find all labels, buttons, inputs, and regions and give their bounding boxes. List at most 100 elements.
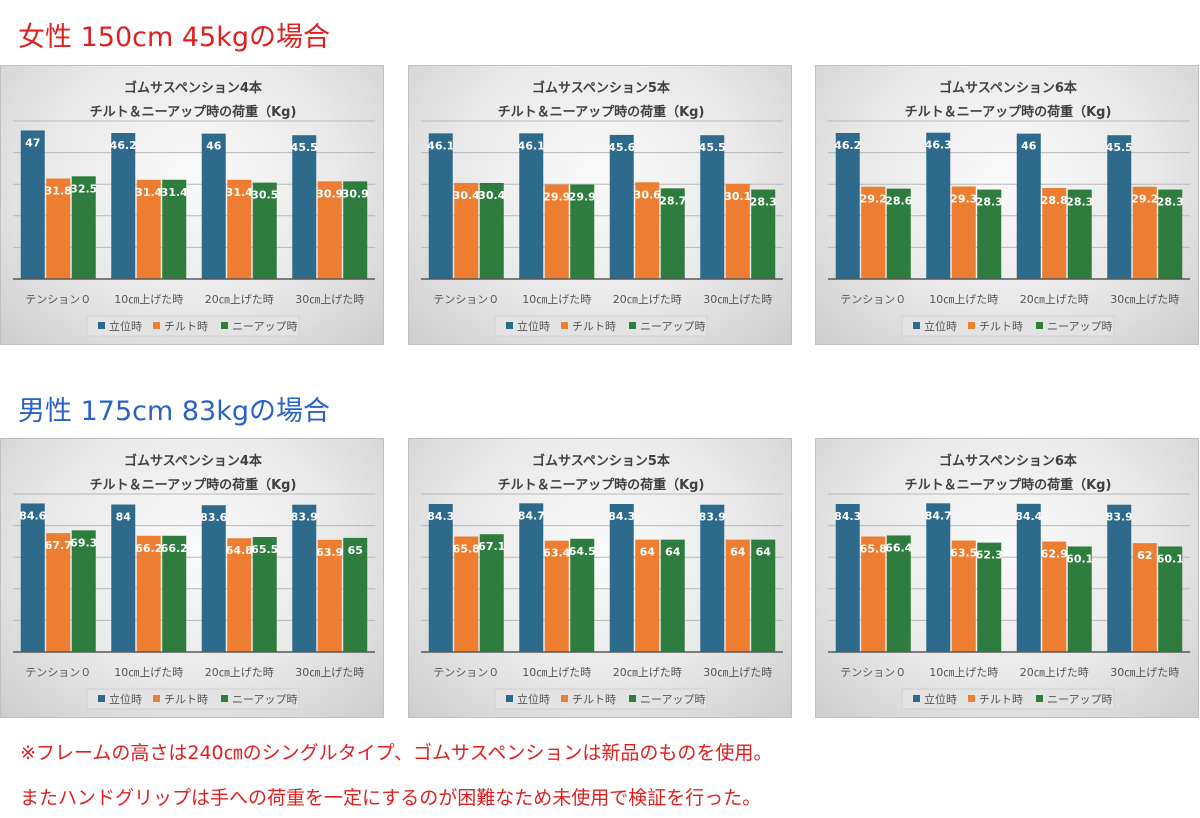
bar [835, 133, 860, 279]
legend-swatch [221, 695, 228, 702]
bar [861, 186, 886, 279]
data-label: 46.3 [925, 139, 952, 152]
legend-label: チルト時 [979, 693, 1023, 706]
bar [1016, 503, 1041, 652]
legend-label: 立位時 [109, 692, 142, 706]
legend-label: チルト時 [572, 693, 616, 706]
legend: 立位時 チルト時 ニーアップ時 [901, 315, 1115, 337]
bar [861, 536, 886, 652]
chart-subtitle: チルト＆ニーアップ時の荷重（Kg) [905, 104, 1112, 120]
bar [519, 503, 544, 652]
bar [1016, 133, 1041, 279]
bar [292, 135, 317, 279]
bar [700, 504, 725, 652]
bar [71, 530, 96, 652]
bar [111, 504, 136, 652]
data-label: 46 [206, 140, 222, 153]
bar [343, 537, 368, 652]
data-label: 65.8 [453, 542, 480, 555]
bar [951, 186, 976, 279]
data-label: 65 [348, 544, 363, 557]
bar [162, 179, 187, 279]
bar [544, 540, 569, 652]
data-label: 84.6 [19, 509, 46, 522]
category-label: 20㎝上げた時 [1020, 293, 1089, 306]
bar [343, 181, 368, 279]
data-label: 60.1 [1157, 552, 1184, 565]
bar [20, 503, 45, 652]
footnote-handgrip: またハンドグリップは手への荷重を一定にするのが困難なため未使用で検証を行った。 [20, 787, 762, 809]
legend-box [494, 315, 708, 337]
bar [252, 537, 277, 652]
category-label: 10㎝上げた時 [114, 293, 183, 306]
data-label: 46.1 [518, 139, 545, 152]
bar [751, 189, 776, 279]
data-label: 64 [640, 546, 656, 559]
bar [479, 182, 504, 279]
bar [835, 504, 860, 652]
data-label: 30.4 [453, 189, 480, 202]
bar [227, 179, 252, 279]
bar [454, 182, 479, 279]
data-label: 29.2 [860, 193, 887, 206]
bar [479, 534, 504, 652]
legend: 立位時 チルト時 ニーアップ時 [494, 315, 708, 337]
data-label: 66.4 [885, 541, 912, 554]
data-label: 46.2 [834, 139, 861, 152]
legend-swatch [153, 695, 160, 702]
data-label: 67.7 [45, 539, 72, 552]
bar [886, 188, 911, 279]
legend-label: チルト時 [572, 320, 616, 333]
legend-box [494, 688, 708, 710]
bar [609, 134, 634, 279]
bar [660, 188, 685, 279]
data-label: 31.4 [161, 186, 188, 199]
bar [951, 540, 976, 652]
legend-swatch [968, 322, 975, 329]
legend-label: ニーアップ時 [1047, 693, 1113, 706]
bar [1132, 543, 1157, 652]
bar [317, 181, 342, 279]
data-label: 28.7 [659, 194, 686, 207]
bar [20, 130, 45, 279]
category-label: テンション０ [433, 293, 499, 306]
bar [162, 535, 187, 652]
legend-label: ニーアップ時 [640, 320, 706, 333]
chart-title: ゴムサスペンション4本 [124, 453, 262, 469]
bar [635, 182, 660, 279]
category-label: 10㎝上げた時 [929, 666, 998, 679]
bar [1107, 135, 1132, 279]
data-label: 46.1 [427, 139, 454, 152]
data-label: 30.9 [342, 187, 369, 200]
data-label: 84.3 [608, 510, 635, 523]
bar [1067, 189, 1092, 279]
legend-label: チルト時 [164, 320, 208, 333]
bar [751, 539, 776, 652]
bar [926, 132, 951, 279]
data-label: 28.6 [885, 195, 912, 208]
chart-title: ゴムサスペンション5本 [532, 80, 670, 96]
data-label: 84.3 [834, 510, 861, 523]
data-label: 84.4 [1015, 510, 1042, 523]
legend: 立位時 チルト時 ニーアップ時 [901, 688, 1115, 710]
chart-female-5: ゴムサスペンション5本 チルト＆ニーアップ時の荷重（Kg) 46.1 46.1 45.6… [408, 65, 792, 345]
data-label: 29.9 [569, 191, 596, 204]
bar [1158, 546, 1183, 652]
legend-label: ニーアップ時 [232, 320, 298, 333]
data-label: 83.9 [699, 511, 726, 524]
data-label: 28.8 [1041, 194, 1068, 207]
data-label: 64 [730, 546, 746, 559]
bar [201, 133, 226, 279]
data-label: 30.1 [724, 190, 751, 203]
data-label: 29.3 [950, 192, 977, 205]
data-label: 31.4 [226, 186, 253, 199]
data-label: 45.5 [1106, 141, 1133, 154]
legend-label: チルト時 [164, 693, 208, 706]
data-label: 31.8 [45, 185, 72, 198]
data-label: 28.3 [976, 196, 1003, 209]
data-label: 64.8 [226, 544, 253, 557]
category-label: 20㎝上げた時 [205, 666, 274, 679]
chart-title: ゴムサスペンション6本 [939, 453, 1077, 469]
data-label: 67.1 [478, 540, 505, 553]
